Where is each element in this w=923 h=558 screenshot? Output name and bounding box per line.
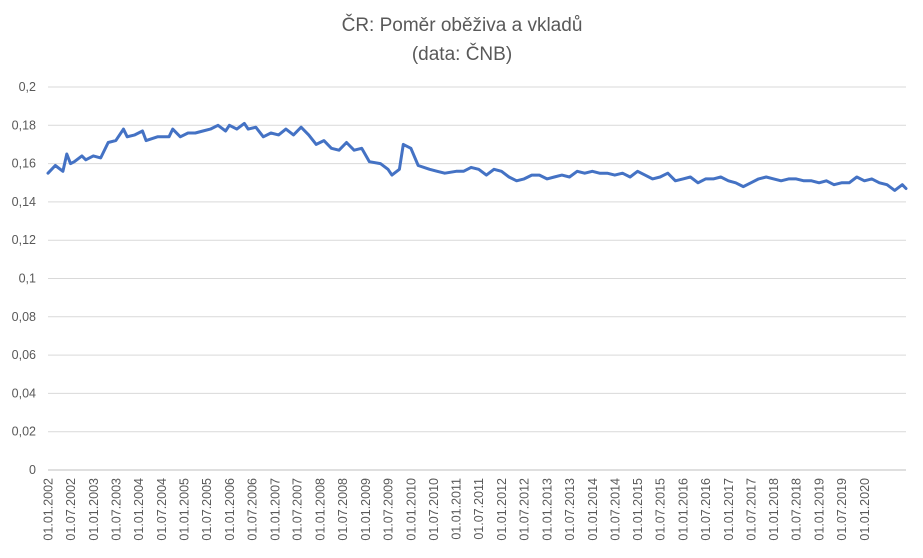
x-tick-label: 01.07.2003: [109, 478, 123, 541]
x-tick-label: 01.01.2004: [132, 478, 146, 541]
gridlines: [48, 86, 906, 471]
x-tick-label: 01.01.2005: [178, 478, 192, 541]
x-tick-label: 01.01.2020: [858, 478, 872, 541]
x-tick-label: 01.01.2002: [42, 478, 56, 541]
y-tick-label: 0,08: [12, 310, 36, 324]
series-layer: [46, 121, 908, 192]
x-tick-label: 01.07.2010: [427, 478, 441, 541]
x-tick-label: 01.07.2016: [699, 478, 713, 541]
y-tick-label: 0,14: [12, 195, 36, 209]
y-tick-label: 0,02: [12, 425, 36, 439]
x-tick-label: 01.07.2006: [245, 478, 259, 541]
x-tick-label: 01.01.2013: [540, 478, 554, 541]
series-line: [46, 121, 908, 192]
x-tick-label: 01.07.2015: [654, 478, 668, 541]
y-tick-label: 0,1: [19, 272, 36, 286]
x-tick-label: 01.01.2017: [722, 478, 736, 541]
x-tick-label: 01.07.2013: [563, 478, 577, 541]
x-tick-label: 01.07.2009: [382, 478, 396, 541]
x-tick-label: 01.07.2019: [835, 478, 849, 541]
y-axis-ticks: 0 0,02 0,04 0,06 0,08 0,1 0,12 0,14 0,16 0,18 0,2: [12, 80, 36, 477]
y-tick-label: 0,06: [12, 348, 36, 362]
y-tick-label: 0,16: [12, 157, 36, 171]
x-tick-label: 01.07.2002: [64, 478, 78, 541]
x-tick-label: 01.01.2008: [314, 478, 328, 541]
x-tick-label: 01.01.2015: [631, 478, 645, 541]
x-tick-label: 01.01.2014: [586, 478, 600, 541]
x-tick-label: 01.07.2018: [790, 478, 804, 541]
y-tick-label: 0,12: [12, 233, 36, 247]
x-tick-label: 01.07.2011: [472, 478, 486, 540]
y-tick-label: 0,18: [12, 118, 36, 132]
y-tick-label: 0,04: [12, 386, 36, 400]
x-tick-label: 01.07.2005: [200, 478, 214, 541]
y-tick-label: 0: [29, 463, 36, 477]
x-tick-label: 01.07.2012: [518, 478, 532, 541]
x-tick-label: 01.01.2019: [813, 478, 827, 541]
x-tick-label: 01.07.2004: [155, 478, 169, 541]
y-tick-label: 0,2: [19, 80, 36, 94]
x-tick-label: 01.01.2012: [495, 478, 509, 541]
x-tick-label: 01.07.2007: [291, 478, 305, 541]
x-tick-label: 01.01.2003: [87, 478, 101, 541]
x-tick-label: 01.01.2006: [223, 478, 237, 541]
x-tick-label: 01.01.2018: [767, 478, 781, 541]
chart-title: ČR: Poměr oběživa a vkladů: [342, 14, 583, 36]
x-tick-label: 01.01.2010: [404, 478, 418, 541]
x-tick-label: 01.01.2016: [676, 478, 690, 541]
x-axis-ticks: 01.01.2002 01.07.2002 01.01.2003 01.07.2003…: [42, 478, 872, 541]
x-tick-label: 01.07.2008: [336, 478, 350, 541]
x-tick-label: 01.01.2011: [450, 478, 464, 540]
chart-subtitle: (data: ČNB): [412, 43, 512, 65]
x-tick-label: 01.07.2014: [608, 478, 622, 541]
x-tick-label: 01.01.2009: [359, 478, 373, 541]
x-tick-label: 01.01.2007: [268, 478, 282, 541]
x-tick-label: 01.07.2017: [744, 478, 758, 541]
